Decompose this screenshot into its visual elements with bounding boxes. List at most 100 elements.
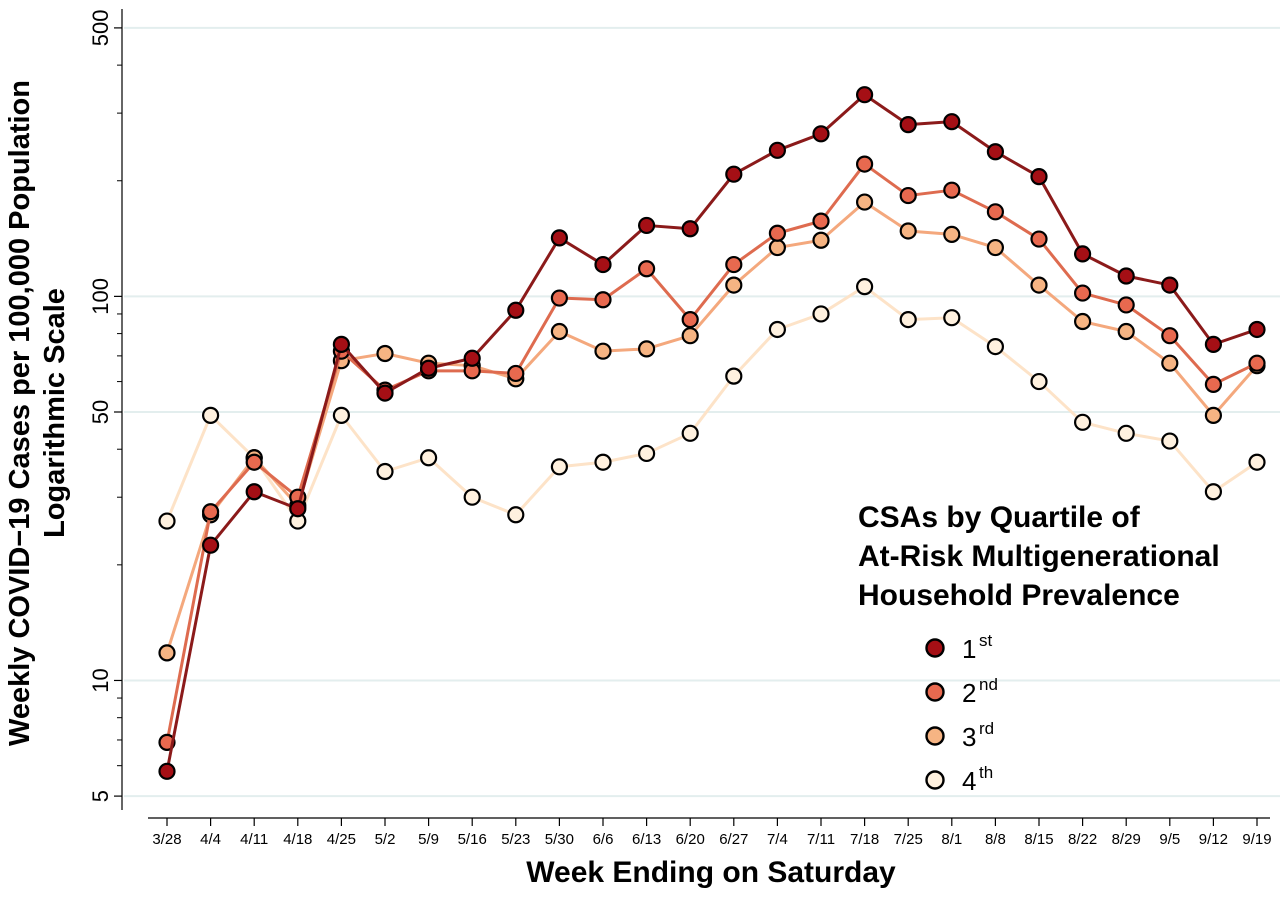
data-point bbox=[1030, 276, 1048, 294]
data-point bbox=[1117, 296, 1135, 314]
y-tick-label: 500 bbox=[88, 10, 113, 47]
x-tick-label: 9/12 bbox=[1199, 831, 1228, 848]
data-point bbox=[943, 181, 961, 199]
series-2nd bbox=[158, 155, 1266, 751]
data-point bbox=[245, 453, 263, 471]
y-axis-title-line2: Logarithmic Scale bbox=[39, 288, 71, 538]
data-point bbox=[1117, 424, 1135, 442]
x-tick-label: 4/25 bbox=[327, 831, 356, 848]
data-point bbox=[463, 349, 481, 367]
data-point bbox=[245, 483, 263, 501]
data-point bbox=[768, 238, 787, 257]
x-tick-label: 3/28 bbox=[152, 831, 181, 848]
data-point bbox=[986, 338, 1005, 356]
x-tick-label: 9/5 bbox=[1159, 831, 1180, 848]
x-tick-label: 8/15 bbox=[1024, 831, 1053, 848]
data-point bbox=[986, 203, 1005, 221]
data-point bbox=[855, 155, 874, 173]
data-point bbox=[637, 340, 656, 358]
data-point bbox=[812, 212, 830, 230]
x-tick-label: 4/11 bbox=[240, 831, 268, 848]
data-point bbox=[855, 86, 874, 104]
data-point bbox=[943, 225, 961, 243]
series-1st bbox=[158, 86, 1266, 780]
data-point bbox=[550, 458, 569, 476]
legend-marker bbox=[925, 726, 945, 746]
legend-label-superscript: th bbox=[979, 763, 993, 782]
legend-title-line2: At-Risk Multigenerational bbox=[858, 540, 1220, 573]
data-point bbox=[332, 335, 350, 353]
data-point bbox=[986, 143, 1005, 161]
data-point bbox=[768, 141, 787, 159]
data-point bbox=[594, 255, 612, 274]
x-tick-label: 5/30 bbox=[545, 831, 574, 848]
data-point bbox=[637, 216, 656, 235]
data-point bbox=[1117, 267, 1135, 285]
legend-label: 3 bbox=[962, 722, 976, 752]
data-point bbox=[986, 238, 1005, 257]
x-tick-label: 4/4 bbox=[200, 831, 221, 848]
data-point bbox=[812, 231, 830, 249]
data-point bbox=[899, 116, 917, 134]
data-point bbox=[202, 503, 220, 521]
x-tick-label: 8/29 bbox=[1112, 831, 1141, 848]
x-axis-title: Week Ending on Saturday bbox=[526, 856, 896, 889]
legend-marker bbox=[925, 770, 945, 790]
data-point bbox=[637, 260, 656, 278]
x-tick-label: 5/2 bbox=[375, 831, 396, 848]
legend-label: 4 bbox=[962, 766, 976, 796]
data-point bbox=[1204, 483, 1223, 501]
y-tick-label: 10 bbox=[88, 668, 113, 692]
data-point bbox=[855, 193, 874, 211]
x-tick-label: 6/27 bbox=[719, 831, 748, 848]
x-tick-label: 7/18 bbox=[850, 831, 879, 848]
data-point bbox=[289, 500, 307, 518]
data-point bbox=[943, 113, 961, 131]
data-point bbox=[420, 449, 438, 467]
series-line bbox=[165, 285, 1258, 523]
data-point bbox=[1073, 413, 1092, 431]
data-point bbox=[1073, 245, 1092, 263]
x-ticks: 3/28 4/4 4/11 4/18 4/25 5/2 5/9 5/16 5/23 5/30 6/6… bbox=[152, 818, 1272, 848]
data-point bbox=[1248, 320, 1266, 339]
legend-marker bbox=[925, 682, 945, 702]
data-point bbox=[681, 311, 699, 329]
x-tick-label: 9/19 bbox=[1242, 831, 1271, 848]
data-point bbox=[725, 367, 743, 385]
legend-marker bbox=[925, 638, 945, 658]
data-point bbox=[376, 384, 394, 402]
data-point bbox=[681, 327, 699, 345]
legend-label: 2 bbox=[962, 678, 976, 708]
series-line bbox=[165, 162, 1258, 743]
data-point bbox=[768, 224, 787, 242]
data-point bbox=[899, 186, 917, 205]
legend-title-line3: Household Prevalence bbox=[858, 579, 1180, 612]
legend-label-superscript: rd bbox=[979, 719, 994, 738]
data-point bbox=[158, 644, 176, 662]
y-ticks: 5 10 50 100 500 bbox=[88, 10, 122, 802]
data-point bbox=[1204, 406, 1223, 424]
data-point bbox=[550, 322, 569, 341]
data-point bbox=[681, 424, 699, 442]
data-point bbox=[899, 222, 917, 240]
data-point bbox=[463, 488, 481, 506]
x-tick-label: 5/23 bbox=[501, 831, 530, 848]
data-point bbox=[1248, 354, 1266, 372]
data-point bbox=[420, 359, 438, 377]
data-point bbox=[1161, 354, 1179, 372]
series bbox=[158, 86, 1266, 780]
legend-label-superscript: st bbox=[979, 631, 993, 650]
x-tick-label: 4/18 bbox=[283, 831, 312, 848]
data-point bbox=[768, 320, 787, 339]
x-tick-label: 8/1 bbox=[941, 831, 962, 848]
data-point bbox=[725, 255, 743, 274]
x-tick-label: 8/22 bbox=[1068, 831, 1097, 848]
data-point bbox=[812, 305, 830, 323]
data-point bbox=[507, 506, 525, 524]
axes bbox=[121, 9, 1270, 819]
